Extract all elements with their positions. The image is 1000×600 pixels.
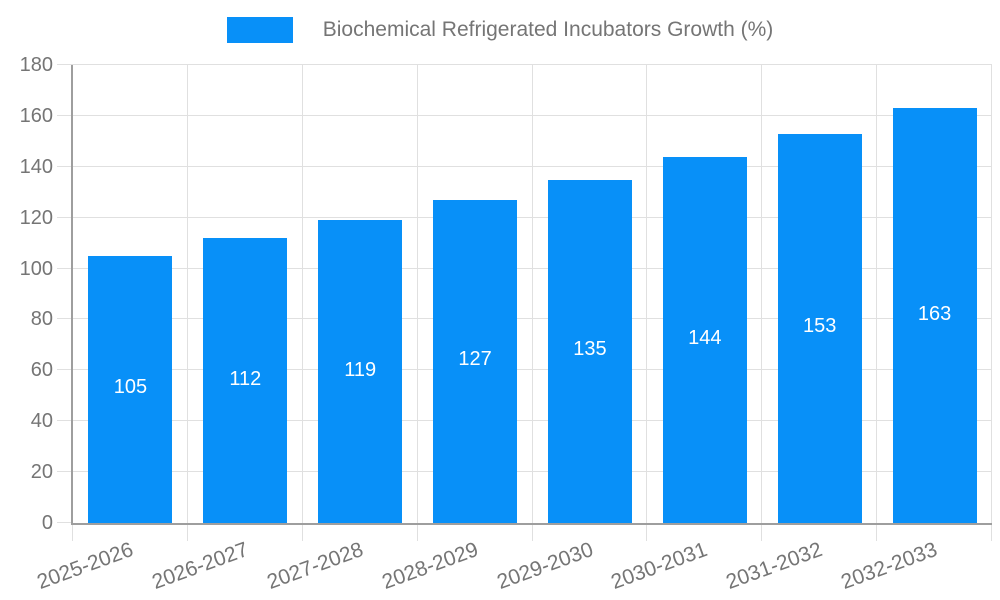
y-axis-tick [57,267,73,269]
x-axis-tick-label: 2030-2031 [608,538,711,594]
bar-value-label: 119 [344,358,377,381]
x-axis-tick [761,523,763,541]
bar[interactable] [88,255,173,523]
x-axis-tick [991,523,992,541]
gridline-vertical [876,65,878,523]
y-axis-tick-label: 40 [30,410,53,433]
y-axis-tick [57,114,73,116]
bar-value-label: 127 [458,348,492,371]
gridline-vertical [991,65,992,523]
gridline-horizontal [73,64,992,65]
gridline-vertical [186,65,188,523]
x-axis-tick [301,523,303,541]
x-axis-tick-label: 2025-2026 [34,538,137,594]
y-axis-tick-label: 0 [41,512,53,534]
bar[interactable] [662,156,747,523]
gridline-horizontal [73,420,992,422]
bar[interactable] [547,179,632,523]
y-axis-tick [57,64,73,65]
gridline-vertical [416,65,418,523]
y-axis-tick-label: 80 [30,308,53,331]
y-axis-line [71,65,73,525]
gridline-vertical [646,65,648,523]
gridline-horizontal [73,216,992,218]
gridline-horizontal [73,165,992,167]
y-axis-tick [57,216,73,218]
gridline-horizontal [73,267,992,269]
gridline-vertical [531,65,533,523]
x-axis-tick-label: 2028-2029 [378,538,481,594]
bar[interactable] [433,199,518,523]
x-axis-tick [416,523,418,541]
legend[interactable]: Biochemical Refrigerated Incubators Grow… [0,17,1000,43]
x-axis-tick [646,523,648,541]
legend-label: Biochemical Refrigerated Incubators Grow… [322,18,774,41]
x-axis-tick [72,523,73,541]
y-axis-tick [57,420,73,422]
gridline-vertical [761,65,763,523]
x-axis-tick-label: 2026-2027 [148,538,252,594]
y-axis-tick [57,471,73,473]
gridline-vertical [301,65,303,523]
y-axis-tick-label: 100 [19,257,53,280]
bar-value-label: 105 [113,376,148,399]
x-axis-line [71,523,992,525]
bar-value-label: 163 [917,302,952,325]
bar[interactable] [318,220,403,523]
bar[interactable] [203,238,288,523]
y-axis-tick [57,165,73,167]
bar[interactable] [892,108,977,523]
x-axis-tick [531,523,533,541]
y-axis-tick-label: 160 [19,104,53,127]
bar-value-label: 112 [229,367,262,390]
x-axis-tick-label: 2027-2028 [263,538,367,594]
x-axis-tick-label: 2029-2030 [493,538,596,594]
y-axis-tick [57,318,73,320]
x-axis-tick-label: 2031-2032 [723,538,826,594]
y-axis-tick-label: 60 [30,359,53,382]
y-axis-tick [57,522,73,523]
bar-value-label: 144 [688,326,722,349]
gridline-horizontal [73,471,992,473]
x-axis-tick-label: 2032-2033 [838,538,941,594]
bar-value-label: 153 [803,315,837,338]
y-axis-tick [57,369,73,371]
gridline-horizontal [73,114,992,116]
legend-color-swatch [226,17,293,43]
y-axis-tick-label: 180 [19,54,53,76]
bar-value-label: 135 [573,338,607,361]
bar[interactable] [777,133,862,523]
y-axis-tick-label: 140 [19,155,53,178]
gridline-horizontal [73,318,992,320]
gridline-horizontal [73,369,992,371]
x-axis-tick [876,523,878,541]
y-axis-tick-label: 120 [19,206,53,229]
x-axis-tick [186,523,188,541]
y-axis-tick-label: 20 [30,461,53,484]
